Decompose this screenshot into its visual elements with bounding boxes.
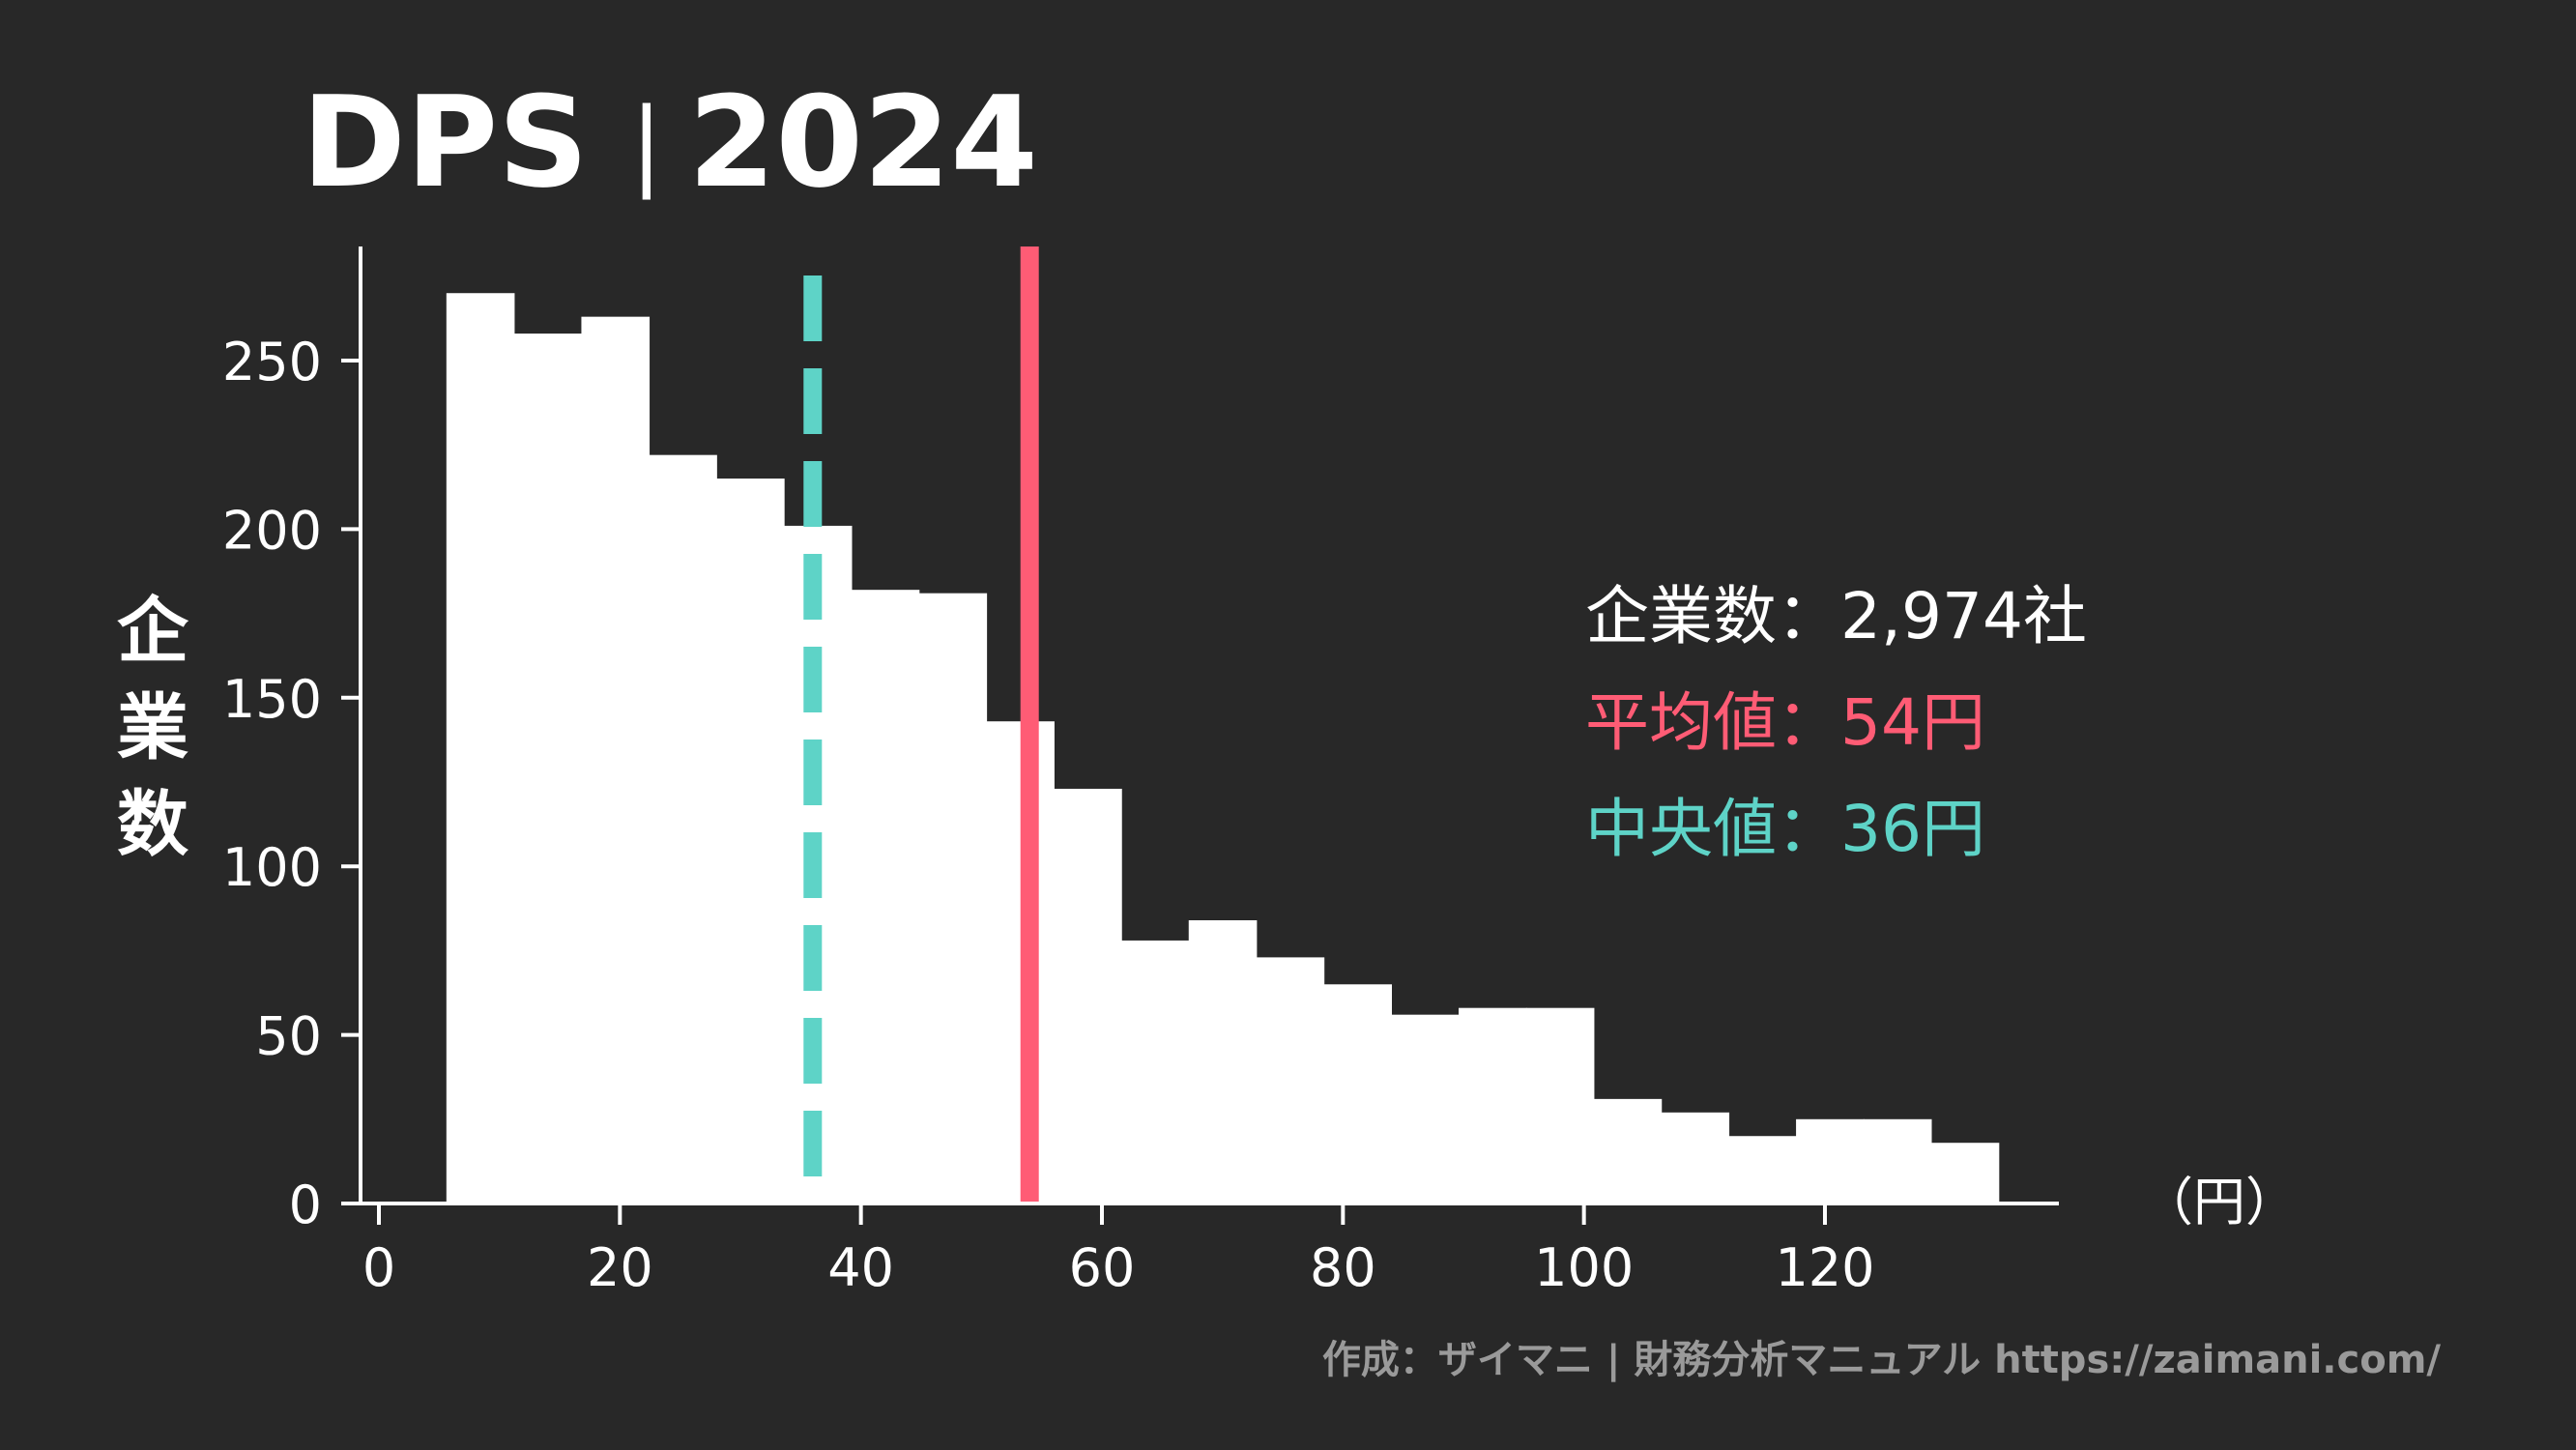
stats-mean-value: 54円 [1840, 685, 1985, 760]
histogram-bar-19 [1661, 1112, 1730, 1204]
histogram-bar-15 [1391, 1014, 1460, 1204]
footer-credit: 作成：ザイマニ | 財務分析マニュアル https://zaimani.com/ [1322, 1338, 2441, 1383]
x-tick-label-0: 0 [362, 1237, 395, 1298]
y-axis-label-char-0: 企 [117, 590, 189, 673]
y-tick-label-200: 200 [222, 500, 322, 561]
histogram-bar-4 [649, 454, 717, 1204]
x-tick-label-80: 80 [1310, 1237, 1376, 1298]
stats-median-row: 中央値：36円 [1585, 792, 1985, 866]
stats-median-label: 中央値 [1585, 792, 1777, 866]
y-axis-label-char-1: 業 [117, 686, 188, 769]
histogram-bar-7 [851, 590, 920, 1204]
y-tick-label-100: 100 [222, 837, 322, 898]
histogram-bar-2 [513, 334, 583, 1204]
histogram-bar-1 [446, 293, 515, 1204]
y-axis-label-char-2: 数 [117, 783, 188, 866]
histogram-bar-22 [1863, 1118, 1932, 1204]
stats-mean-row: 平均値：54円 [1585, 685, 1985, 760]
histogram-bar-5 [716, 478, 785, 1204]
stats-mean-label: 平均値 [1585, 685, 1777, 760]
x-tick-label-40: 40 [827, 1237, 894, 1298]
histogram-bar-14 [1323, 984, 1392, 1204]
stats-count-label: 企業数 [1585, 579, 1777, 653]
x-axis-ticks: 0 20 40 60 80 100 120 [362, 1204, 1875, 1298]
x-axis-label: （円） [2141, 1172, 2298, 1232]
x-tick-label-60: 60 [1069, 1237, 1136, 1298]
histogram-bar-20 [1728, 1136, 1797, 1204]
chart-title-year: 2024 [688, 69, 1038, 216]
stats-median-value: 36円 [1840, 792, 1985, 866]
x-tick-label-20: 20 [587, 1237, 653, 1298]
stats-count-row: 企業数：2,974社 [1585, 579, 2087, 653]
y-tick-label-150: 150 [222, 669, 322, 730]
histogram-bar-13 [1256, 957, 1325, 1204]
stats-count-value: 2,974社 [1840, 579, 2087, 653]
y-tick-label-50: 50 [255, 1006, 322, 1067]
histogram-bars [446, 293, 2000, 1204]
histogram-bar-17 [1525, 1007, 1595, 1204]
chart-title-metric: DPS [302, 69, 589, 216]
histogram-bar-12 [1188, 920, 1258, 1204]
y-axis-ticks: 0 50 100 150 200 250 [222, 332, 361, 1235]
stats-median-separator: ： [1777, 792, 1840, 866]
chart-title-separator: | [630, 87, 663, 200]
stats-count-separator: ： [1777, 579, 1840, 653]
stats-mean-separator: ： [1777, 685, 1840, 760]
histogram-bar-3 [581, 316, 651, 1204]
histogram-bar-21 [1796, 1118, 1865, 1204]
y-tick-label-250: 250 [222, 332, 322, 392]
reference-lines [803, 246, 1039, 1202]
histogram-bar-11 [1120, 940, 1190, 1204]
axes [359, 246, 2059, 1205]
x-tick-label-120: 120 [1775, 1237, 1874, 1298]
y-axis-label: 企業数 [117, 590, 189, 866]
x-tick-label-100: 100 [1534, 1237, 1634, 1298]
y-tick-label-0: 0 [289, 1174, 322, 1235]
histogram-bar-23 [1930, 1143, 2000, 1204]
histogram-bar-8 [918, 593, 988, 1204]
histogram-bar-18 [1593, 1098, 1663, 1204]
histogram-bar-16 [1459, 1007, 1527, 1204]
stats-legend: 企業数：2,974社 平均値：54円 中央値：36円 [1585, 579, 2087, 866]
histogram-bar-9 [986, 721, 1055, 1204]
histogram-bar-10 [1054, 788, 1122, 1204]
